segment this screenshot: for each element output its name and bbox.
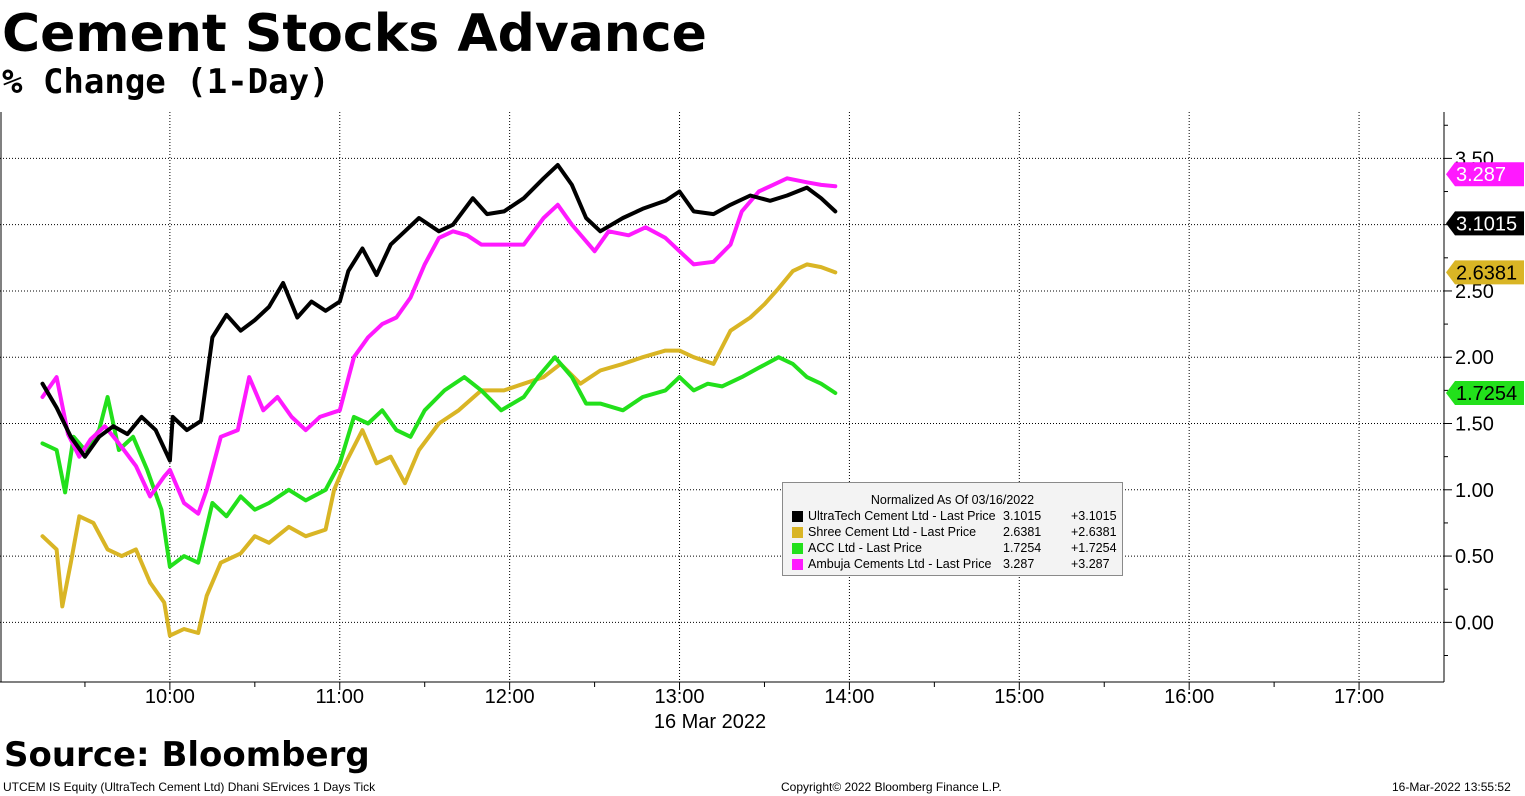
end-label-text: 1.7254: [1456, 383, 1517, 405]
x-tick-label: 14:00: [824, 686, 874, 708]
series-line: [40, 355, 838, 569]
legend-value: 1.7254: [1003, 541, 1042, 555]
legend-name: Shree Cement Ltd - Last Price: [808, 525, 977, 539]
end-label-text: 3.287: [1456, 164, 1506, 186]
legend-name: Ambuja Cements Ltd - Last Price: [808, 557, 992, 571]
x-tick-label: 15:00: [994, 686, 1044, 708]
y-tick-label: 1.50: [1455, 414, 1494, 436]
series-line: [40, 176, 838, 516]
x-tick-label: 17:00: [1334, 686, 1384, 708]
legend-swatch-shree: [792, 527, 803, 538]
x-axis-ticks: 10:00 11:00 12:00 13:00 14:00 15:00 16:00 17:00: [145, 686, 1384, 708]
legend-item-acc: ACC Ltd - Last Price 1.7254 +1.7254: [783, 540, 1122, 556]
legend-item-ambuja: Ambuja Cements Ltd - Last Price 3.287 +3…: [783, 556, 1122, 572]
y-tick-label: 2.00: [1455, 347, 1494, 369]
legend-name: UltraTech Cement Ltd - Last Price: [808, 509, 996, 523]
source-note: Source: Bloomberg: [4, 735, 370, 775]
legend-swatch-acc: [792, 543, 803, 554]
legend-change: +3.287: [1071, 557, 1110, 571]
axes: [0, 112, 1452, 690]
grid-lines: [0, 112, 1444, 682]
x-tick-label: 16:00: [1164, 686, 1214, 708]
series-end-label: 2.6381: [1446, 260, 1524, 285]
legend-change: +3.1015: [1071, 509, 1117, 523]
series-lines: [40, 163, 838, 638]
legend-item-shree: Shree Cement Ltd - Last Price 2.6381 +2.…: [783, 524, 1122, 540]
x-tick-label: 13:00: [654, 686, 704, 708]
y-tick-label: 0.50: [1455, 546, 1494, 568]
series-end-label: 3.287: [1446, 162, 1524, 187]
end-label-flag: [1446, 381, 1524, 406]
legend-swatch-ambuja: [792, 559, 803, 570]
end-label-flag: [1446, 162, 1524, 187]
legend-title: Normalized As Of 03/16/2022: [870, 493, 1035, 507]
series-line: [40, 163, 838, 463]
chart-subtitle: % Change (1-Day): [2, 62, 330, 102]
legend-change: +2.6381: [1071, 525, 1117, 539]
end-label-flag: [1446, 211, 1524, 236]
x-axis-label: 16 Mar 2022: [654, 711, 766, 733]
end-label-flag: [1446, 260, 1524, 285]
legend-value: 3.1015: [1003, 509, 1042, 523]
x-tick-label: 12:00: [485, 686, 535, 708]
series-end-label: 1.7254: [1446, 381, 1524, 406]
footer-timestamp: 16-Mar-2022 13:55:52: [1392, 780, 1511, 794]
end-label-text: 3.1015: [1456, 213, 1517, 235]
y-tick-label: 2.50: [1455, 281, 1494, 303]
chart-title: Cement Stocks Advance: [2, 4, 707, 64]
x-tick-label: 11:00: [315, 686, 364, 708]
footer-copyright: Copyright© 2022 Bloomberg Finance L.P.: [781, 780, 1002, 794]
footer-ticker: UTCEM IS Equity (UltraTech Cement Ltd) D…: [3, 780, 376, 794]
y-tick-label: 0.00: [1455, 612, 1494, 634]
series-end-label: 3.1015: [1446, 211, 1524, 236]
legend-value: 3.287: [1003, 557, 1035, 571]
legend-change: +1.7254: [1071, 541, 1117, 555]
y-tick-label: 1.00: [1455, 480, 1494, 502]
end-label-text: 2.6381: [1456, 262, 1517, 284]
legend-value: 2.6381: [1003, 525, 1042, 539]
x-tick-label: 10:00: [145, 686, 195, 708]
legend-swatch-ultratech: [792, 511, 803, 522]
series-line: [40, 262, 838, 638]
legend: Normalized As Of 03/16/2022 UltraTech Ce…: [782, 482, 1123, 576]
legend-name: ACC Ltd - Last Price: [808, 541, 922, 555]
series-end-labels: 3.1015 2.6381 1.7254 3.287: [1446, 162, 1524, 406]
legend-item-ultratech: UltraTech Cement Ltd - Last Price 3.1015…: [783, 508, 1122, 524]
